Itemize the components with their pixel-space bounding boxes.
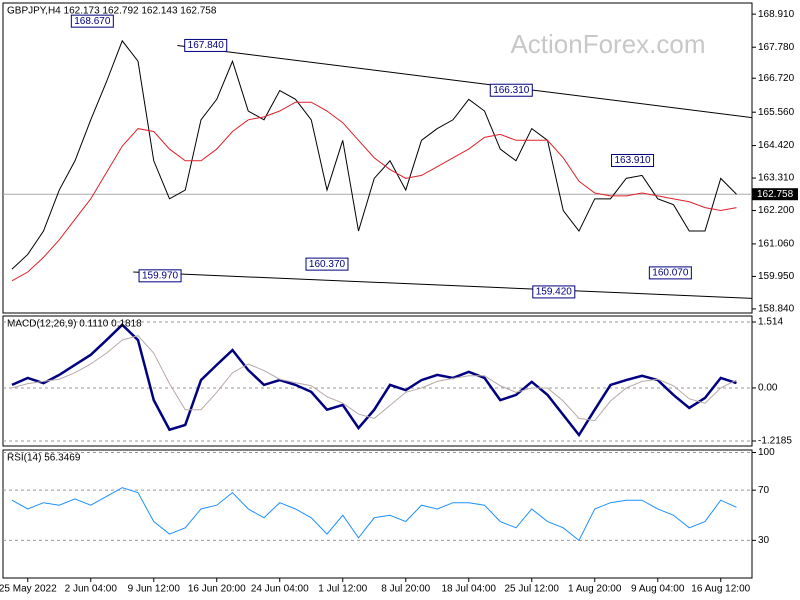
plot-area [3, 321, 752, 442]
y-tick-label: 70 [758, 485, 770, 496]
annotation-label: 160.070 [652, 268, 689, 279]
last-price-box [752, 188, 798, 201]
series-line [11, 323, 737, 438]
annotation-label: 159.420 [536, 287, 573, 298]
x-tick-label: 1 Jul 12:00 [318, 584, 367, 595]
last-price-label: 162.758 [757, 189, 794, 200]
y-tick-label: 167.780 [758, 42, 795, 53]
plot-area [3, 452, 752, 542]
panel-title: MACD(12,26,9) 0.1110 0.1818 [7, 319, 142, 330]
y-tick-label: 0.00 [758, 383, 778, 394]
y-tick-label: -1.2185 [758, 436, 792, 447]
series-line [11, 487, 737, 542]
annotation-box [532, 285, 576, 299]
annotation-box [138, 269, 182, 283]
x-tick-label: 1 Aug 20:00 [568, 584, 622, 595]
y-tick-label: 161.060 [758, 239, 795, 250]
x-tick-label: 16 Aug 12:00 [691, 584, 750, 595]
y-tick-label: 100 [758, 447, 775, 458]
x-tick-label: 25 May 2022 [0, 584, 57, 595]
trendline [177, 44, 752, 119]
annotation-box [648, 266, 692, 280]
annotation-label: 167.840 [188, 40, 225, 51]
y-tick-label: 158.840 [758, 304, 795, 315]
y-tick-label: 165.560 [758, 107, 795, 118]
trendline [133, 271, 752, 299]
x-tick-label: 16 Jun 20:00 [188, 584, 246, 595]
panel-title: RSI(14) 56.3469 [7, 453, 81, 464]
panel-frame [2, 2, 753, 314]
panel-title: GBPJPY,H4 162.173 162.792 162.143 162.75… [7, 6, 217, 17]
x-tick-label: 18 Jul 04:00 [442, 584, 497, 595]
x-tick-label: 9 Aug 04:00 [631, 584, 685, 595]
y-tick-label: 163.310 [758, 173, 795, 184]
annotation-box [489, 83, 533, 97]
y-tick-label: 164.420 [758, 140, 795, 151]
annotation-label: 168.670 [74, 16, 111, 27]
annotation-label: 159.970 [142, 270, 179, 281]
y-tick-label: 1.514 [758, 317, 783, 328]
panel-frame [2, 449, 753, 579]
series-line [11, 335, 737, 422]
annotation-label: 160.370 [309, 259, 346, 270]
plot-area [3, 39, 752, 299]
panel-frame [2, 315, 753, 447]
series-line [11, 39, 737, 270]
watermark: ActionForex.com [510, 29, 705, 59]
y-tick-label: 30 [758, 535, 770, 546]
x-tick-label: 2 Jun 04:00 [65, 584, 118, 595]
x-tick-label: 9 Jun 12:00 [128, 584, 181, 595]
y-tick-label: 166.720 [758, 73, 795, 84]
annotation-label: 166.310 [493, 85, 530, 96]
annotation-label: 163.910 [614, 155, 651, 166]
annotation-box [305, 257, 349, 271]
y-tick-label: 168.910 [758, 9, 795, 20]
annotation-box [184, 38, 228, 52]
series-line [11, 101, 737, 282]
y-tick-label: 162.200 [758, 205, 795, 216]
x-tick-label: 24 Jun 04:00 [251, 584, 309, 595]
x-tick-label: 8 Jul 20:00 [381, 584, 430, 595]
y-tick-label: 159.950 [758, 271, 795, 282]
annotation-box [611, 153, 655, 167]
annotation-box [70, 14, 114, 28]
x-tick-label: 25 Jul 12:00 [505, 584, 560, 595]
